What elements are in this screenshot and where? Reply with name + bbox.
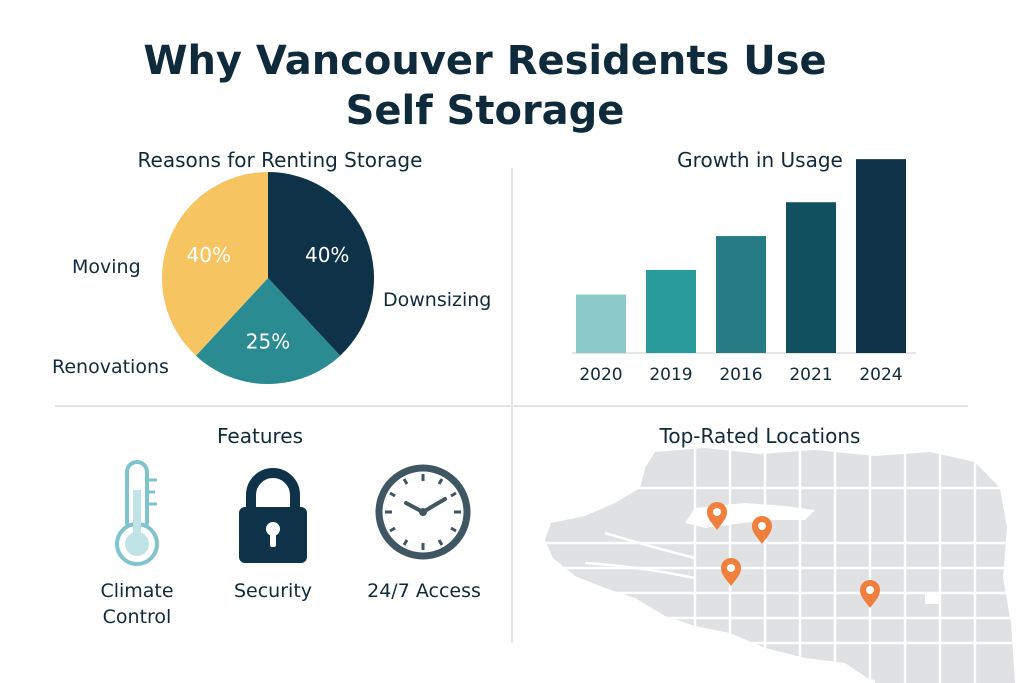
bar-2024 — [856, 159, 906, 353]
pie-slice-renovations — [195, 278, 341, 384]
location-pin-icon[interactable] — [752, 516, 772, 544]
pie-chart: 40% Downsizing 25% Renovations 40% Moving — [52, 172, 491, 384]
bar-tick-label: 2016 — [719, 365, 762, 385]
feature-security: Security — [212, 578, 334, 604]
page-title-line-2: Self Storage — [345, 88, 625, 134]
pie-value-label: 40% — [187, 243, 231, 267]
location-pin-icon[interactable] — [860, 580, 880, 608]
thermometer-icon — [115, 460, 159, 566]
map-park — [925, 594, 939, 604]
bar-tick-label: 2024 — [859, 365, 902, 385]
bar-tick-label: 2021 — [789, 365, 832, 385]
feature-label-line-2: Control — [102, 606, 172, 628]
feature-climate-control: Climate Control — [76, 578, 198, 630]
pie-category-label: Renovations — [52, 356, 169, 378]
feature-label-line-1: 24/7 Access — [367, 580, 481, 602]
features-title: Features — [217, 424, 303, 448]
pie-value-label: 25% — [246, 330, 290, 354]
vancouver-map — [544, 448, 1015, 683]
map-title: Top-Rated Locations — [659, 424, 861, 448]
bar-chart: 2020 2019 2016 2021 2024 — [572, 159, 916, 385]
location-pin-icon[interactable] — [707, 502, 727, 530]
bar-2021 — [786, 202, 836, 353]
pie-value-label: 40% — [305, 243, 349, 267]
bar-tick-label: 2020 — [579, 365, 622, 385]
feature-24-7-access: 24/7 Access — [358, 578, 490, 604]
pie-category-label: Downsizing — [383, 289, 491, 311]
clock-icon — [375, 464, 471, 560]
feature-label-line-1: Security — [233, 580, 313, 602]
feature-label-line-1: Climate — [100, 580, 174, 602]
location-pin-icon[interactable] — [721, 558, 741, 586]
map-land — [545, 448, 1015, 683]
pie-chart-title: Reasons for Renting Storage — [137, 148, 423, 172]
pie-slice-downsizing — [268, 172, 374, 356]
pie-slice-moving — [162, 172, 268, 356]
bar-2020 — [576, 294, 626, 353]
horizontal-divider — [55, 405, 968, 407]
pie-category-label: Moving — [72, 256, 141, 278]
page-title: Why Vancouver Residents Use Self Storage — [0, 36, 970, 136]
bar-2016 — [716, 236, 766, 353]
map-river — [544, 615, 876, 683]
padlock-icon — [239, 468, 307, 563]
bar-chart-title: Growth in Usage — [677, 148, 843, 172]
bar-tick-label: 2019 — [649, 365, 692, 385]
page-title-line-1: Why Vancouver Residents Use — [143, 38, 827, 84]
bar-2019 — [646, 269, 696, 353]
